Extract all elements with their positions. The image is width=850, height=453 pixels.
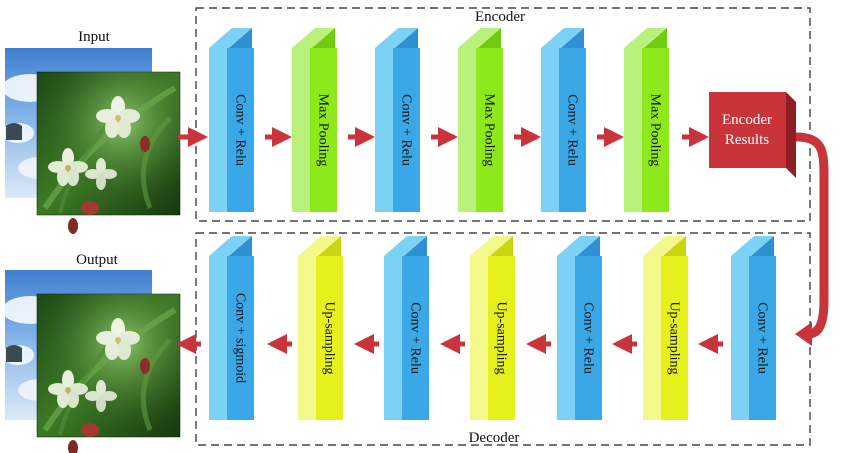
encoder-results-block: Encoder Results bbox=[709, 92, 796, 178]
up-layer-face bbox=[661, 256, 688, 420]
pool-layer-face bbox=[476, 48, 503, 212]
up-layer-top bbox=[298, 236, 341, 256]
conv-layer-top bbox=[731, 236, 774, 256]
up-layer-face bbox=[316, 256, 343, 420]
conv-layer-face bbox=[749, 256, 776, 420]
pool-layer-front bbox=[624, 48, 644, 212]
conv-layer-front bbox=[209, 256, 229, 420]
conv-layer-front bbox=[375, 48, 395, 212]
conv-layer-face bbox=[227, 256, 254, 420]
encoder-results-front bbox=[709, 92, 786, 168]
up-layer-top bbox=[643, 236, 686, 256]
conv-layer-top bbox=[375, 28, 418, 48]
conv-layer-front bbox=[384, 256, 404, 420]
pool-layer-enc-5: Max Pooling bbox=[624, 28, 669, 212]
up-layer-dec-3: Up-sampling bbox=[470, 236, 515, 420]
conv-layer-face bbox=[393, 48, 420, 212]
conv-layer-dec-4: Conv + Relu bbox=[557, 236, 602, 420]
pool-layer-face bbox=[310, 48, 337, 212]
encoder-results-line1: Encoder bbox=[722, 112, 772, 128]
up-layer-label: Up-sampling bbox=[321, 301, 336, 374]
output-image bbox=[2, 270, 180, 453]
pool-layer-enc-1: Max Pooling bbox=[292, 28, 337, 212]
conv-layer-top bbox=[209, 28, 252, 48]
bridge-arrowhead bbox=[795, 322, 812, 346]
up-layer-label: Up-sampling bbox=[493, 301, 508, 374]
up-layer-dec-1: Up-sampling bbox=[298, 236, 343, 420]
conv-layer-top bbox=[557, 236, 600, 256]
conv-layer-label: Conv + Relu bbox=[232, 94, 247, 166]
conv-layer-face bbox=[559, 48, 586, 212]
conv-layer-enc-0: Conv + Relu bbox=[209, 28, 254, 212]
conv-layer-label: Conv + Relu bbox=[580, 302, 595, 374]
input-label: Input bbox=[78, 29, 110, 45]
conv-layer-front bbox=[209, 48, 229, 212]
up-layer-front bbox=[298, 256, 318, 420]
encoder-results-line2: Results bbox=[725, 132, 769, 148]
pool-layer-front bbox=[292, 48, 312, 212]
conv-layer-face bbox=[227, 48, 254, 212]
up-layer-face bbox=[488, 256, 515, 420]
conv-layer-label: Conv + sigmoid bbox=[232, 293, 247, 383]
output-label: Output bbox=[76, 252, 119, 268]
conv-layer-top bbox=[209, 236, 252, 256]
conv-layer-dec-6: Conv + Relu bbox=[731, 236, 776, 420]
pool-layer-face bbox=[642, 48, 669, 212]
pool-layer-top bbox=[458, 28, 501, 48]
conv-layer-label: Conv + Relu bbox=[398, 94, 413, 166]
up-layer-dec-5: Up-sampling bbox=[643, 236, 688, 420]
bridge-arrow bbox=[795, 132, 829, 339]
pool-layer-top bbox=[624, 28, 667, 48]
conv-layer-label: Conv + Relu bbox=[754, 302, 769, 374]
conv-layer-label: Conv + Relu bbox=[407, 302, 422, 374]
pool-layer-front bbox=[458, 48, 478, 212]
layer-group: Conv + Relu Max Pooling Conv + Relu Max Poo… bbox=[176, 28, 776, 420]
pool-layer-top bbox=[292, 28, 335, 48]
conv-layer-front bbox=[731, 256, 751, 420]
conv-layer-dec-2: Conv + Relu bbox=[384, 236, 429, 420]
conv-layer-label: Conv + Relu bbox=[564, 94, 579, 166]
conv-layer-dec-0: Conv + sigmoid bbox=[209, 236, 254, 420]
up-layer-front bbox=[470, 256, 490, 420]
pool-layer-label: Max Pooling bbox=[315, 94, 330, 167]
conv-layer-enc-4: Conv + Relu bbox=[541, 28, 586, 212]
pool-layer-label: Max Pooling bbox=[481, 94, 496, 167]
input-image bbox=[2, 48, 180, 234]
up-layer-front bbox=[643, 256, 663, 420]
conv-layer-face bbox=[575, 256, 602, 420]
encoder-box bbox=[195, 7, 811, 222]
conv-layer-front bbox=[557, 256, 577, 420]
conv-layer-top bbox=[384, 236, 427, 256]
encoder-title: Encoder bbox=[475, 9, 525, 25]
conv-layer-front bbox=[541, 48, 561, 212]
encoder-results-side bbox=[786, 92, 796, 178]
conv-layer-top bbox=[541, 28, 584, 48]
pool-layer-label: Max Pooling bbox=[647, 94, 662, 167]
up-layer-label: Up-sampling bbox=[666, 301, 681, 374]
pool-layer-enc-3: Max Pooling bbox=[458, 28, 503, 212]
conv-layer-face bbox=[402, 256, 429, 420]
decoder-title: Decoder bbox=[469, 430, 520, 446]
up-layer-top bbox=[470, 236, 513, 256]
conv-layer-enc-2: Conv + Relu bbox=[375, 28, 420, 212]
